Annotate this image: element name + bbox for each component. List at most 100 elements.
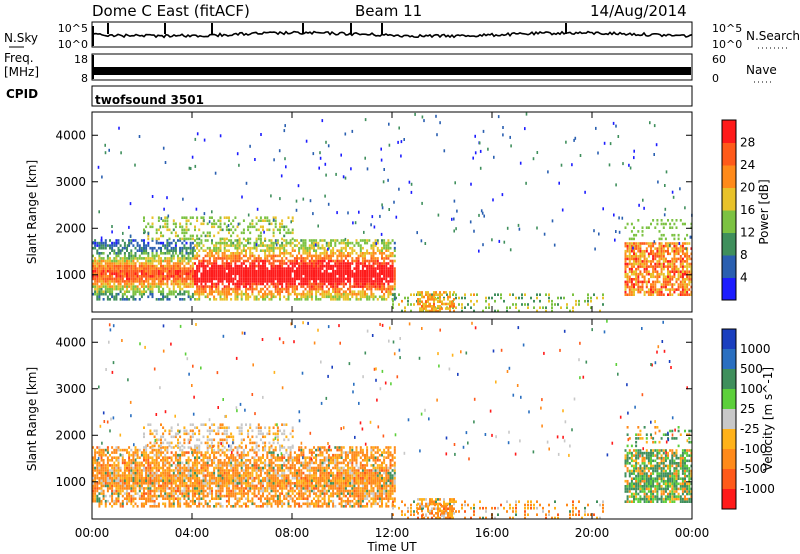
data-cell	[579, 154, 582, 157]
data-cell	[111, 287, 114, 291]
data-cell	[289, 239, 292, 242]
data-cell	[155, 228, 158, 232]
data-cell	[181, 225, 184, 229]
data-cell	[433, 305, 435, 308]
data-cell	[136, 287, 139, 291]
data-cell	[306, 252, 309, 255]
data-cell	[181, 444, 184, 448]
data-cell	[667, 280, 669, 284]
data-cell	[264, 219, 267, 222]
data-cell	[381, 272, 383, 276]
data-cell	[238, 259, 241, 263]
data-cell	[266, 272, 269, 276]
data-cell	[164, 453, 167, 457]
data-cell	[92, 292, 94, 296]
data-cell	[238, 280, 241, 283]
data-cell	[630, 257, 633, 261]
data-cell	[157, 275, 160, 278]
data-cell	[104, 464, 107, 467]
data-cell	[92, 479, 94, 483]
data-cell	[366, 272, 369, 276]
data-cell	[637, 265, 640, 268]
data-cell	[633, 293, 635, 296]
data-cell	[238, 222, 241, 226]
data-cell	[140, 479, 143, 483]
data-cell	[618, 230, 621, 234]
data-cell	[660, 267, 663, 271]
data-cell	[121, 499, 124, 503]
data-cell	[338, 269, 341, 273]
data-cell	[313, 244, 315, 247]
data-cell	[675, 247, 678, 250]
data-cell	[560, 306, 562, 309]
data-cell	[334, 269, 337, 273]
data-cell	[208, 476, 211, 480]
data-cell	[98, 448, 101, 452]
data-cell	[285, 285, 288, 288]
data-cell	[109, 257, 111, 260]
data-cell	[145, 444, 148, 448]
data-cell	[688, 288, 691, 291]
data-cell	[461, 303, 463, 306]
data-cell	[626, 257, 629, 261]
data-cell	[255, 282, 258, 286]
data-cell	[157, 479, 160, 483]
data-cell	[308, 287, 311, 291]
data-cell	[251, 290, 254, 293]
data-cell	[106, 298, 109, 301]
data-cell	[679, 283, 682, 286]
data-cell	[677, 233, 680, 237]
data-cell	[166, 262, 169, 265]
data-cell	[215, 246, 218, 250]
data-cell	[641, 262, 644, 266]
data-cell	[361, 257, 364, 260]
data-cell	[240, 292, 243, 296]
data-cell	[225, 267, 228, 270]
data-cell	[121, 298, 124, 301]
data-cell	[174, 277, 177, 281]
data-cell	[664, 278, 667, 281]
data-cell	[149, 476, 152, 480]
data-cell	[296, 295, 298, 299]
data-cell	[94, 456, 97, 459]
data-cell	[264, 259, 267, 263]
data-cell	[391, 287, 394, 291]
data-cell	[194, 487, 196, 490]
data-cell	[189, 499, 192, 503]
data-cell	[327, 292, 330, 296]
data-cell	[270, 264, 273, 268]
data-cell	[194, 262, 196, 265]
data-cell	[149, 446, 152, 449]
data-cell	[143, 487, 145, 490]
data-cell	[688, 265, 691, 268]
data-cell	[143, 290, 145, 293]
data-cell	[147, 464, 150, 467]
data-cell	[160, 494, 162, 498]
data-cell	[639, 288, 642, 291]
data-cell	[98, 469, 101, 472]
data-cell	[115, 277, 118, 281]
data-cell	[630, 230, 633, 233]
data-cell	[121, 257, 124, 260]
data-cell	[109, 277, 111, 281]
data-cell	[170, 474, 173, 477]
data-cell	[302, 264, 305, 268]
data-cell	[656, 278, 659, 281]
data-cell	[174, 492, 177, 495]
data-cell	[132, 295, 135, 299]
data-cell	[92, 466, 94, 470]
data-cell	[502, 133, 504, 137]
data-cell	[298, 298, 301, 301]
data-cell	[147, 237, 150, 241]
data-cell	[100, 277, 103, 281]
data-cell	[686, 247, 689, 250]
data-cell	[189, 482, 192, 485]
data-cell	[662, 267, 665, 271]
data-cell	[298, 264, 301, 268]
data-cell	[155, 264, 158, 268]
data-cell	[637, 260, 640, 263]
data-cell	[391, 239, 394, 242]
data-cell	[177, 484, 179, 488]
data-cell	[262, 219, 264, 222]
data-cell	[211, 285, 213, 288]
